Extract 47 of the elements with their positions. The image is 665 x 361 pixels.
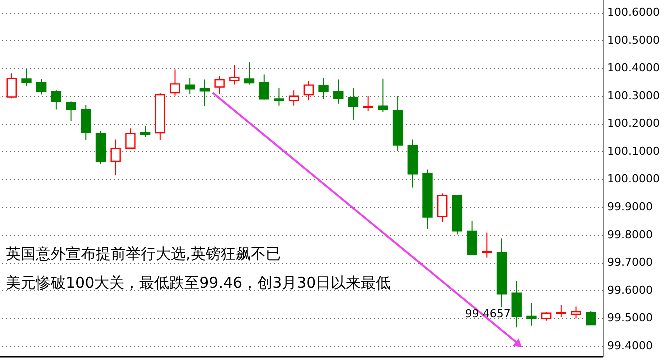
y-tick-label: 99.5000 (608, 312, 653, 325)
candlestick (348, 88, 359, 121)
candlestick (140, 126, 151, 138)
candlestick (244, 62, 255, 86)
y-tick-label: 100.2000 (608, 117, 660, 130)
candlestick (556, 304, 567, 318)
candlestick (230, 64, 240, 86)
candlestick (259, 74, 270, 100)
candlestick (214, 76, 225, 95)
candlestick (51, 90, 62, 110)
candlestick (437, 193, 448, 223)
candlestick (170, 69, 180, 96)
y-tick-label: 99.6000 (608, 284, 653, 297)
y-tick-label: 99.4000 (608, 339, 653, 352)
y-tick-label: 100.1000 (608, 144, 660, 158)
candlestick (318, 78, 329, 100)
candlestick (334, 79, 344, 104)
y-tick-label: 100.4000 (608, 62, 660, 75)
candlestick (482, 232, 492, 258)
candlestick (586, 310, 596, 326)
candlestick (81, 104, 92, 141)
candlestick (304, 80, 314, 102)
y-tick-label: 100.3000 (608, 89, 660, 102)
candlestick (36, 78, 47, 96)
y-tick-label: 99.7000 (608, 256, 653, 270)
candlestick (6, 73, 17, 100)
candlestick (274, 88, 284, 106)
y-tick-label: 99.8000 (608, 228, 653, 242)
candlestick (185, 78, 196, 95)
y-tick-label: 100.6000 (608, 6, 660, 19)
candlestick (467, 220, 478, 256)
annotation: 英国意外宣布提前举行大选,英镑狂飙不已 (6, 245, 281, 263)
annotation: 美元惨破100大关，最低跌至99.46，创3月30日以来最低 (6, 274, 392, 292)
candlestick (66, 101, 76, 122)
candlestick (526, 302, 537, 326)
candlestick (200, 79, 210, 107)
candlestick (363, 96, 374, 112)
y-tick-label: 100.5000 (608, 34, 660, 47)
candlestick (378, 78, 388, 114)
y-tick-label: 99.9000 (608, 200, 653, 214)
candlestick (512, 280, 522, 328)
y-tick-label: 100.0000 (608, 172, 660, 186)
candlestick (571, 306, 582, 320)
candlestick (110, 139, 121, 176)
candlestick (22, 68, 32, 87)
candlestick (288, 90, 300, 106)
candlestick (126, 128, 136, 149)
